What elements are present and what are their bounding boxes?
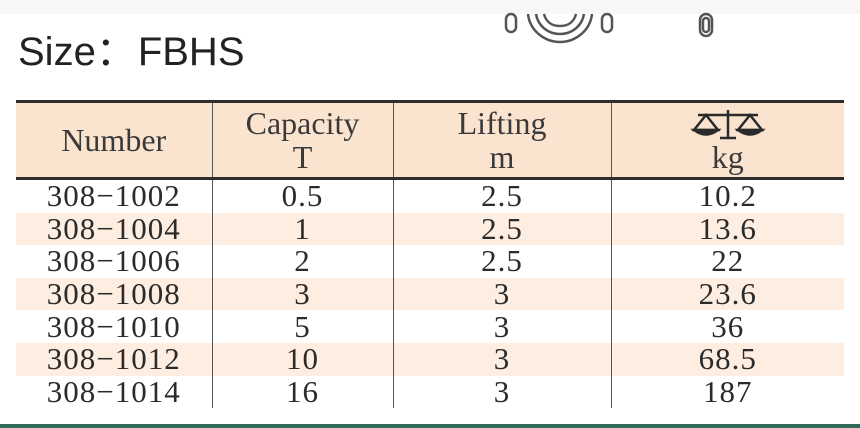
weighing-scale-icon xyxy=(689,110,766,140)
table-row: 308−1012 10 3 68.5 xyxy=(16,343,844,376)
cell-lifting: 2.5 xyxy=(392,213,611,246)
cell-capacity: 10 xyxy=(211,343,393,376)
cell-lifting: 3 xyxy=(392,278,611,311)
cell-lifting: 2.5 xyxy=(392,245,611,278)
cell-number: 308−1014 xyxy=(46,373,181,409)
table-row: 308−1006 2 2.5 22 xyxy=(16,245,844,278)
cell-number: 308−1010 xyxy=(46,308,181,344)
cell-number: 308−1012 xyxy=(46,341,181,377)
title-label: Size xyxy=(18,30,96,74)
cell-number: 308−1006 xyxy=(46,243,181,279)
table-row: 308−1002 0.5 2.5 10.2 xyxy=(16,178,844,214)
table-row: 308−1008 3 3 23.6 xyxy=(16,278,844,311)
spec-table: Number Capacity T Lifting m xyxy=(16,100,844,409)
cell-weight: 13.6 xyxy=(610,213,844,246)
header-number-label: Number xyxy=(61,122,167,158)
header-lifting-label: Lifting xyxy=(457,105,547,141)
cell-weight: 68.5 xyxy=(610,343,844,376)
table-row: 308−1014 16 3 187 xyxy=(16,376,844,409)
header-capacity: Capacity T xyxy=(211,101,393,179)
title-model: FBHS xyxy=(137,30,245,74)
header-lifting: Lifting m xyxy=(392,101,611,179)
header-capacity-label: Capacity xyxy=(245,105,360,141)
spec-table-body: 308−1002 0.5 2.5 10.2 308−1004 1 2.5 13.… xyxy=(16,178,844,409)
header-capacity-unit: T xyxy=(292,139,313,175)
header-weight-unit: kg xyxy=(711,139,744,175)
cell-weight: 36 xyxy=(610,310,844,343)
cell-number: 308−1004 xyxy=(46,210,181,246)
table-row: 308−1010 5 3 36 xyxy=(16,310,844,343)
top-strip xyxy=(0,0,860,14)
cell-capacity: 0.5 xyxy=(211,178,393,213)
header-weight: kg xyxy=(610,101,844,179)
header-lifting-unit: m xyxy=(489,139,515,175)
spec-table-wrapper: Number Capacity T Lifting m xyxy=(16,100,844,409)
cell-weight: 187 xyxy=(610,376,844,409)
header-row: Number Capacity T Lifting m xyxy=(16,101,844,179)
cell-weight: 10.2 xyxy=(610,178,844,213)
cell-capacity: 2 xyxy=(211,245,393,278)
cell-lifting: 2.5 xyxy=(392,178,611,213)
cell-capacity: 16 xyxy=(211,376,393,409)
cell-capacity: 5 xyxy=(211,310,393,343)
spec-table-header: Number Capacity T Lifting m xyxy=(16,101,844,179)
cell-number: 308−1008 xyxy=(46,276,181,312)
title-separator: ： xyxy=(95,30,136,74)
cell-lifting: 3 xyxy=(392,343,611,376)
cell-lifting: 3 xyxy=(392,310,611,343)
cell-capacity: 1 xyxy=(211,213,393,246)
page-title: Size：FBHS xyxy=(18,28,245,76)
cell-weight: 22 xyxy=(610,245,844,278)
cell-capacity: 3 xyxy=(211,278,393,311)
cell-lifting: 3 xyxy=(392,376,611,409)
table-row: 308−1004 1 2.5 13.6 xyxy=(16,213,844,246)
cell-number: 308−1002 xyxy=(46,178,181,214)
cell-weight: 23.6 xyxy=(610,278,844,311)
header-number: Number xyxy=(16,102,212,179)
bottom-accent-rule xyxy=(0,424,860,428)
hoist-drawing-fragment xyxy=(504,12,714,44)
